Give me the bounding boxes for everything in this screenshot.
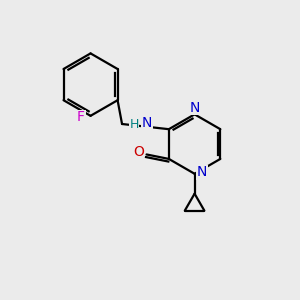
Text: O: O [133, 145, 144, 159]
Text: N: N [189, 101, 200, 115]
Text: H: H [130, 118, 139, 131]
Text: N: N [142, 116, 152, 130]
Text: F: F [77, 110, 85, 124]
Text: N: N [197, 165, 207, 179]
